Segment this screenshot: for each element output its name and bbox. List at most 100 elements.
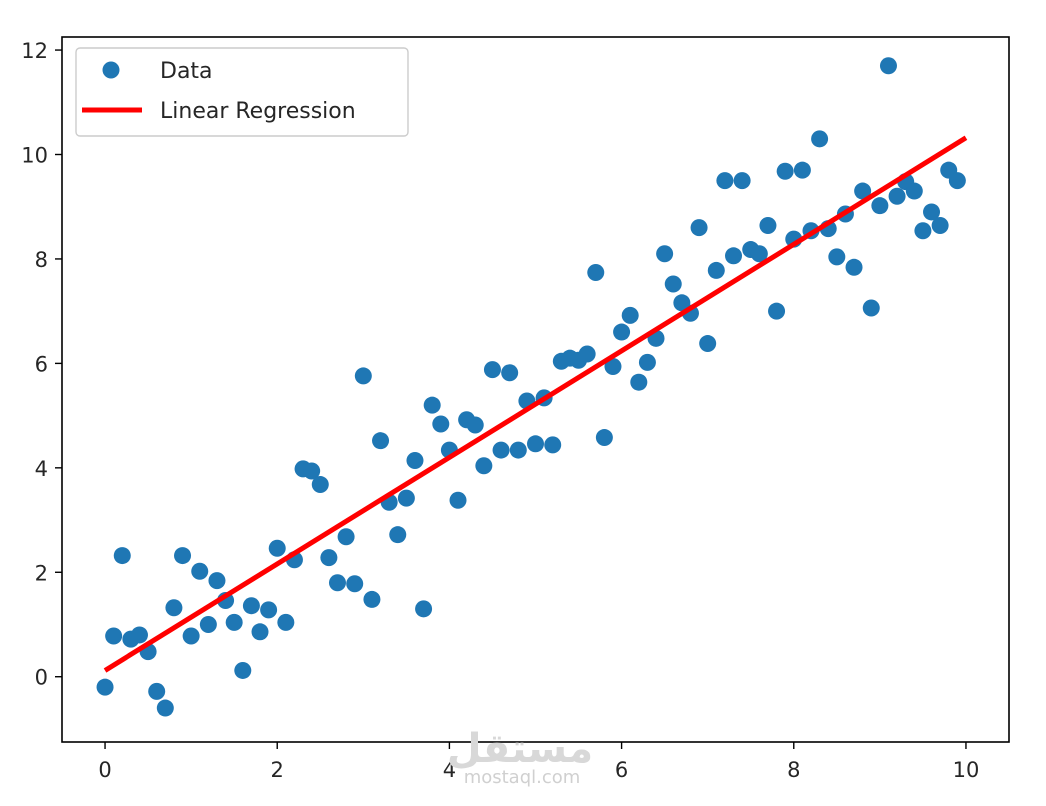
data-point xyxy=(707,261,725,279)
watermark-latin: mostaql.com xyxy=(464,767,581,788)
data-point xyxy=(759,217,777,235)
data-point xyxy=(750,245,768,263)
y-tick-label: 8 xyxy=(35,248,48,272)
data-point xyxy=(225,613,243,631)
data-point xyxy=(604,358,622,376)
x-tick-label: 4 xyxy=(443,758,456,782)
data-point xyxy=(389,526,407,544)
data-point xyxy=(372,432,390,450)
data-point xyxy=(466,416,484,434)
data-point xyxy=(346,575,364,593)
x-tick-label: 8 xyxy=(787,758,800,782)
data-point xyxy=(113,547,131,565)
data-point xyxy=(578,345,596,363)
axes-frame xyxy=(61,36,1010,743)
data-point xyxy=(690,219,708,237)
data-point xyxy=(888,187,906,205)
data-point xyxy=(182,627,200,645)
data-point xyxy=(483,361,501,379)
data-point xyxy=(725,247,743,265)
data-point xyxy=(621,306,639,324)
data-point xyxy=(638,353,656,371)
data-point xyxy=(931,217,949,235)
data-point xyxy=(130,626,148,644)
data-point xyxy=(768,302,786,320)
data-point xyxy=(328,574,346,592)
data-point xyxy=(156,699,174,717)
data-point xyxy=(544,436,562,454)
data-point xyxy=(793,161,811,179)
watermark-arabic: مستقل xyxy=(447,726,593,772)
data-point xyxy=(664,275,682,293)
x-tick-label: 0 xyxy=(98,758,111,782)
data-point xyxy=(148,682,166,700)
x-tick-label: 6 xyxy=(615,758,628,782)
legend-marker-data xyxy=(102,61,120,79)
data-point xyxy=(587,264,605,282)
data-point xyxy=(923,203,941,221)
data-point xyxy=(242,597,260,615)
data-point xyxy=(845,258,863,276)
data-point xyxy=(716,172,734,190)
data-point xyxy=(277,613,295,631)
data-point xyxy=(363,590,381,608)
legend-box xyxy=(75,47,409,137)
data-point xyxy=(208,572,226,590)
data-point xyxy=(501,364,519,382)
data-point xyxy=(699,335,717,353)
legend-label: Data xyxy=(160,59,213,84)
plot-area xyxy=(96,57,968,717)
data-point xyxy=(776,162,794,180)
y-tick-label: 12 xyxy=(21,39,48,63)
data-point xyxy=(303,462,321,480)
data-point xyxy=(320,549,338,567)
data-point xyxy=(613,323,631,341)
data-point xyxy=(234,661,252,679)
data-point xyxy=(260,601,278,619)
legend: Data Linear Regression xyxy=(75,47,409,137)
y-tick-label: 4 xyxy=(35,457,48,481)
legend-label: Linear Regression xyxy=(160,99,356,124)
y-tick-label: 6 xyxy=(35,352,48,376)
data-point xyxy=(492,441,510,459)
data-point xyxy=(879,57,897,75)
y-tick-label: 0 xyxy=(35,666,48,690)
data-point xyxy=(905,182,923,200)
data-point xyxy=(406,452,424,470)
data-point xyxy=(423,396,441,414)
y-tick-label: 10 xyxy=(21,144,48,168)
data-point xyxy=(105,627,123,645)
data-point xyxy=(656,245,674,263)
data-point xyxy=(397,489,415,507)
watermark: مستقل mostaql.com xyxy=(447,726,593,788)
data-point xyxy=(527,435,544,453)
data-point xyxy=(509,441,527,459)
data-point xyxy=(828,248,846,266)
data-point xyxy=(475,457,493,475)
data-point xyxy=(733,172,751,190)
data-point xyxy=(311,476,329,494)
data-point xyxy=(862,299,880,317)
data-point xyxy=(191,562,209,580)
data-point xyxy=(948,172,966,190)
data-point xyxy=(630,373,648,391)
data-point xyxy=(871,197,889,215)
axes: 0 2 4 6 8 10 0 2 4 6 8 10 12 xyxy=(21,36,1010,782)
x-tick-label: 2 xyxy=(271,758,284,782)
x-tick-label: 10 xyxy=(953,758,980,782)
regression-line xyxy=(103,135,968,673)
data-point xyxy=(199,616,217,633)
data-point xyxy=(595,429,613,447)
data-point xyxy=(415,600,433,618)
data-point xyxy=(354,367,372,385)
data-point xyxy=(96,678,114,696)
data-point xyxy=(268,539,286,557)
y-tick-label: 2 xyxy=(35,561,48,585)
data-point xyxy=(811,130,829,148)
data-point xyxy=(854,182,872,200)
data-point xyxy=(251,623,269,641)
data-point xyxy=(337,528,355,546)
data-point xyxy=(449,491,467,509)
data-point xyxy=(165,599,183,617)
